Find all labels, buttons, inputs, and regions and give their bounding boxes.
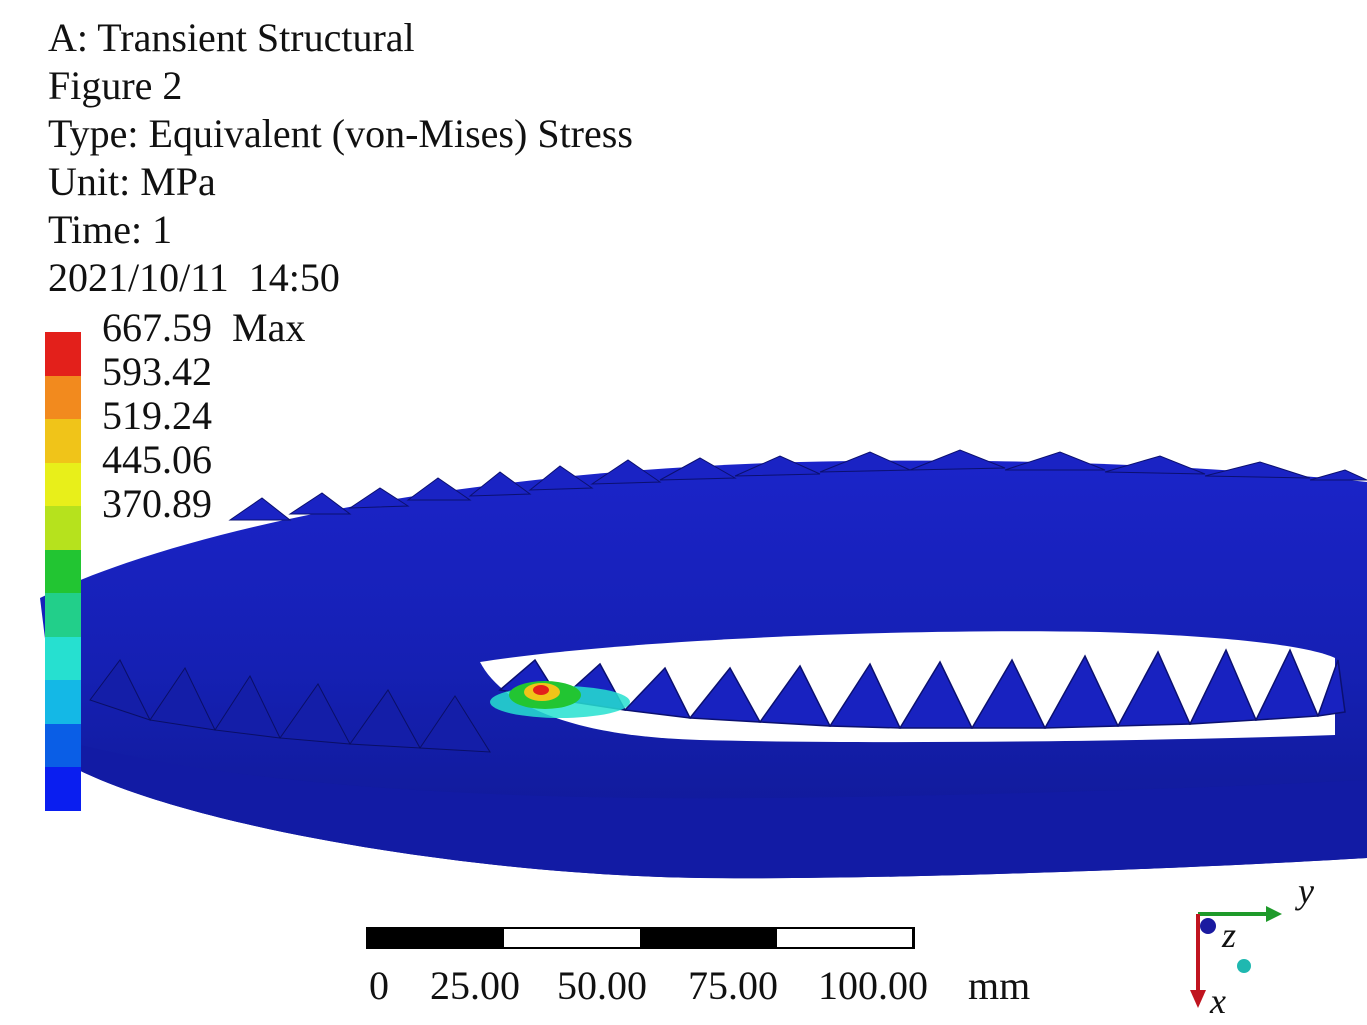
z-axis-label: z (1222, 915, 1237, 955)
result-type: Type: Equivalent (von-Mises) Stress (48, 111, 633, 156)
stress-hotspot (490, 681, 630, 718)
legend-color-bar[interactable] (45, 332, 81, 811)
gear-teeth-far (228, 449, 1367, 521)
coordinate-triad[interactable]: y z x (1180, 870, 1320, 1025)
legend-color-cell (45, 636, 81, 680)
scale-segment (503, 929, 641, 947)
scale-label-50: 50.00 (557, 963, 647, 1008)
legend-color-cell (45, 680, 81, 724)
legend-label: 593.42 (102, 349, 212, 394)
result-time: Time: 1 (48, 207, 173, 252)
legend-label: 370.89 (102, 481, 212, 526)
scale-label-100: 100.00 (818, 963, 928, 1008)
result-datetime: 2021/10/11 14:50 (48, 255, 340, 300)
legend-label: 519.24 (102, 393, 212, 438)
analysis-title: A: Transient Structural (48, 15, 415, 60)
legend-label-max: 667.59 Max (102, 305, 306, 350)
legend-color-cell (45, 723, 81, 767)
scale-bar (366, 927, 915, 949)
legend-labels: 667.59 Max 593.42 519.24 445.06 370.89 (102, 306, 305, 526)
scale-unit: mm (968, 963, 1031, 1008)
y-axis-label: y (1298, 871, 1314, 911)
legend-color-cell (45, 506, 81, 550)
legend-color-cell (45, 593, 81, 637)
scale-label-75: 75.00 (688, 963, 778, 1008)
legend-color-cell (45, 375, 81, 419)
scale-segment (368, 929, 504, 947)
x-axis-label: x (1210, 981, 1226, 1021)
figure-label: Figure 2 (48, 63, 183, 108)
legend-color-cell (45, 549, 81, 593)
gear-teeth-left (89, 659, 491, 753)
gear-lower-flank (60, 740, 1367, 879)
legend-color-cell (45, 767, 81, 811)
scale-label-0: 0 (369, 963, 389, 1008)
result-header: A: Transient Structural Figure 2 Type: E… (48, 14, 633, 302)
legend-color-cell (45, 332, 81, 376)
scale-label-25: 25.00 (430, 963, 520, 1008)
legend-color-cell (45, 462, 81, 506)
scale-segment (775, 929, 913, 947)
scale-segment (640, 929, 776, 947)
legend-color-cell (45, 419, 81, 463)
legend-label: 445.06 (102, 437, 212, 482)
result-unit: Unit: MPa (48, 159, 216, 204)
gear-teeth-near (498, 648, 1346, 729)
triad-axes-icon (1190, 906, 1282, 1008)
